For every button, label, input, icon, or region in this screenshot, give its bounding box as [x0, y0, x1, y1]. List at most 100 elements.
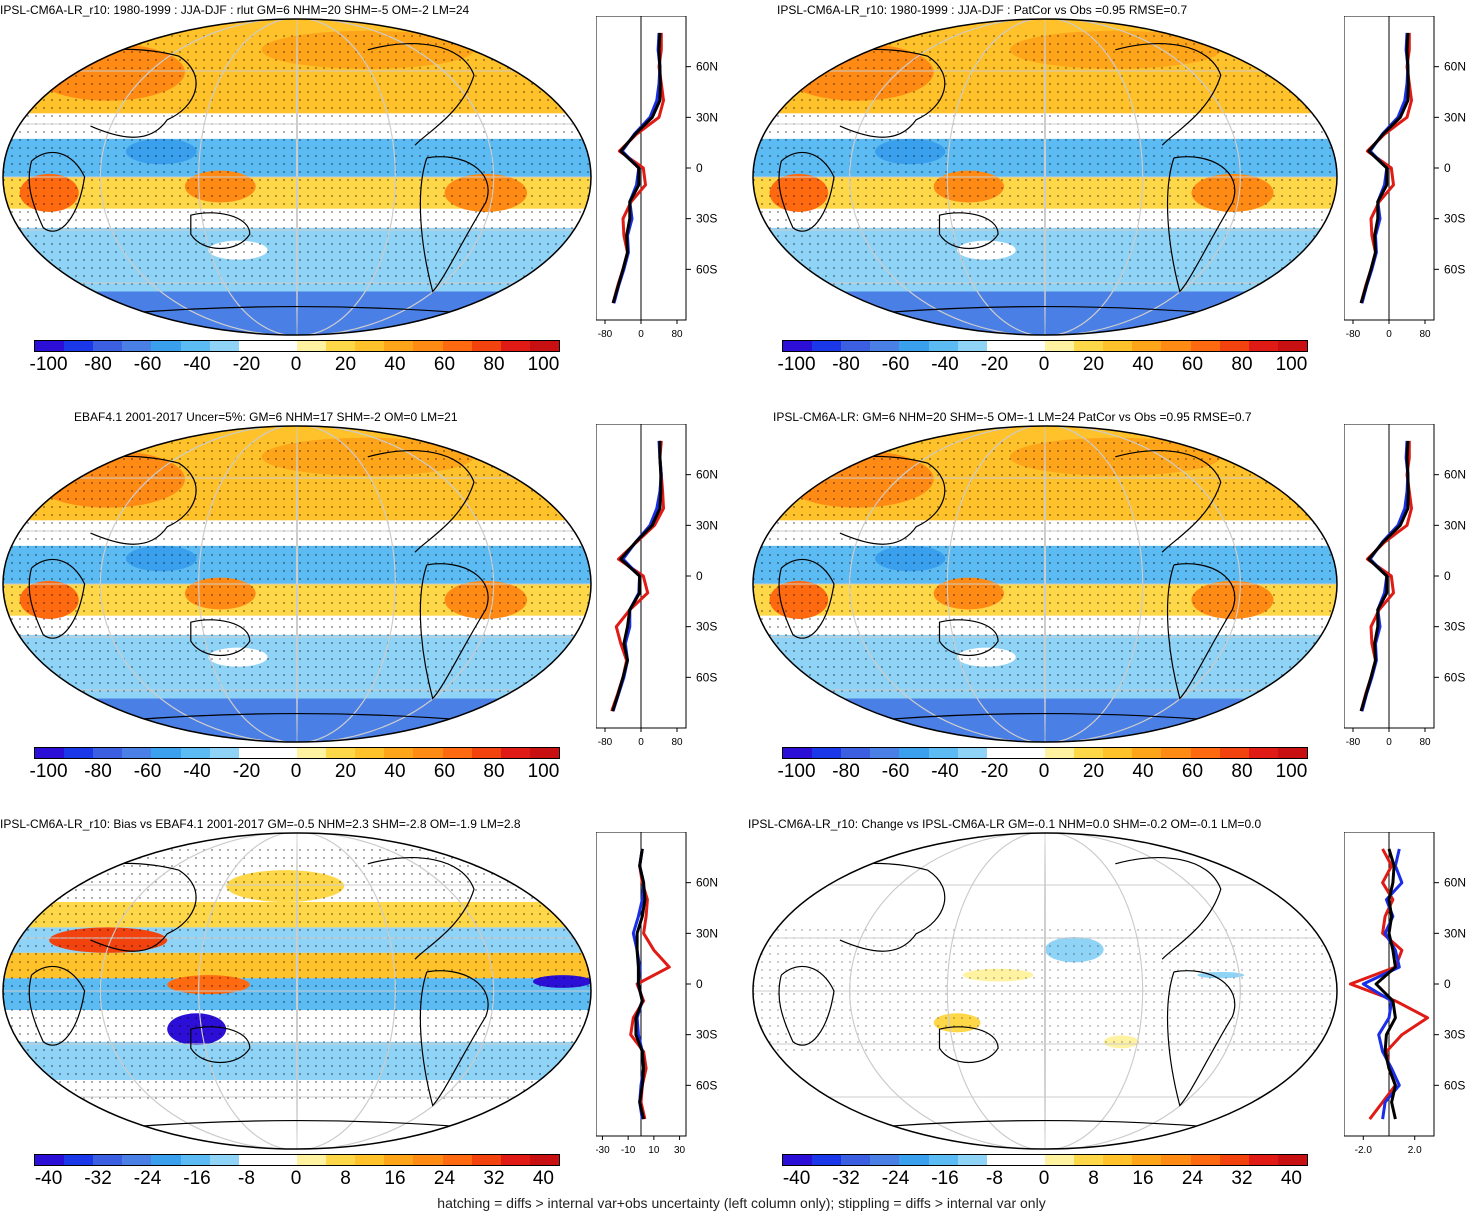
- colorbar-tick-label: -100: [29, 761, 68, 782]
- colorbar-swatch: [899, 1155, 929, 1165]
- x-tick-label: -80: [598, 329, 613, 340]
- x-tick-label: 80: [671, 737, 683, 748]
- colorbar-swatch: [442, 341, 472, 351]
- lat-tick-label: 60N: [1444, 468, 1466, 482]
- profile-series-line: [629, 848, 671, 1120]
- colorbar-swatch: [151, 341, 181, 351]
- colorbar-tick-label: -16: [183, 1168, 211, 1189]
- lat-tick-label: 60N: [1444, 876, 1466, 890]
- colorbar-tick-label: 40: [1280, 1168, 1303, 1189]
- lat-tick-label: 60S: [696, 670, 717, 684]
- colorbar-swatch: [267, 1155, 297, 1165]
- colorbar-swatch: [267, 341, 297, 351]
- colorbar-swatch: [957, 748, 987, 758]
- colorbar-tick-label: -40: [34, 1168, 63, 1189]
- panel-title: IPSL-CM6A-LR_r10: 1980-1999 : JJA-DJF : …: [777, 3, 1188, 17]
- zonal-mean-profile-5: W m⁻²60N30N030S60S-2.02.0: [1344, 832, 1466, 1156]
- colorbar-tick-label: -40: [782, 1168, 811, 1189]
- lat-tick-label: 60N: [696, 468, 718, 482]
- map-panel-0: [2, 18, 592, 336]
- colorbar-swatch: [1190, 748, 1220, 758]
- panel-title: IPSL-CM6A-LR_r10: Bias vs EBAF4.1 2001-2…: [0, 817, 521, 831]
- colorbar-swatch: [899, 748, 929, 758]
- colorbar-tick-label: 0: [1038, 354, 1050, 375]
- colorbar-tick-label: -60: [881, 354, 910, 375]
- profile-series-line: [634, 848, 647, 1120]
- colorbar-tick-label: -40: [931, 354, 959, 375]
- colorbar-swatch: [1161, 1155, 1191, 1165]
- lat-tick-label: 30S: [696, 212, 717, 226]
- colorbar-swatch: [1190, 1155, 1220, 1165]
- x-tick-label: 30: [674, 1145, 686, 1156]
- colorbar-swatch: [1103, 341, 1133, 351]
- lat-tick-label: 0: [696, 161, 703, 175]
- colorbar-swatch: [64, 1155, 94, 1165]
- lat-tick-label: 60S: [1444, 1078, 1465, 1092]
- colorbar-swatch: [1161, 341, 1191, 351]
- colorbar-tick-label: -40: [183, 354, 211, 375]
- colorbar-swatch: [35, 748, 65, 758]
- x-tick-label: -10: [621, 1145, 636, 1156]
- colorbar-swatch: [783, 748, 813, 758]
- lat-tick-label: 30N: [1444, 110, 1466, 124]
- colorbar-swatch: [870, 748, 900, 758]
- colorbar-tick-label: 0: [1038, 1168, 1050, 1189]
- colorbar-tick-label: -100: [777, 761, 816, 782]
- lat-tick-label: 30N: [1444, 926, 1466, 940]
- profile-series-line: [611, 440, 663, 712]
- colorbar-swatch: [1044, 341, 1075, 351]
- colorbar-tick-label: 24: [1181, 1168, 1204, 1189]
- colorbar-swatch: [122, 748, 152, 758]
- panel-title: IPSL-CM6A-LR: GM=6 NHM=20 SHM=-5 OM=-1 L…: [773, 410, 1252, 424]
- colorbar-tick-label: 20: [334, 761, 357, 782]
- colorbar-tick-label: -80: [84, 761, 112, 782]
- colorbar-swatch: [1074, 341, 1104, 351]
- x-tick-label: 80: [671, 329, 683, 340]
- colorbar-tick-label: 40: [1132, 354, 1154, 375]
- x-tick-label: 80: [1419, 329, 1431, 340]
- colorbar-swatch: [529, 341, 559, 351]
- colorbar-swatch: [209, 341, 239, 351]
- colorbar-tick-label: -8: [238, 1168, 255, 1189]
- colorbar-swatch: [957, 1155, 987, 1165]
- lat-tick-label: 60S: [1444, 262, 1465, 276]
- x-tick-label: -30: [596, 1145, 610, 1156]
- panel-title: EBAF4.1 2001-2017 Uncer=5%: GM=6 NHM=17 …: [74, 410, 458, 424]
- colorbar-swatch: [1277, 1155, 1307, 1165]
- colorbar-swatch: [812, 748, 842, 758]
- profile-series-line: [611, 32, 662, 304]
- lat-tick-label: 0: [1444, 977, 1451, 991]
- lat-tick-label: 30S: [1444, 212, 1465, 226]
- colorbar-tick-label: 80: [1231, 761, 1253, 782]
- lat-tick-label: 30S: [1444, 620, 1465, 634]
- colorbar-swatch: [93, 341, 123, 351]
- profile-series-line: [1361, 848, 1404, 1120]
- map-panel-4: [2, 832, 592, 1150]
- colorbar-tick-label: 0: [290, 761, 302, 782]
- colorbar-swatch: [870, 341, 900, 351]
- colorbar-swatch: [209, 748, 239, 758]
- lat-tick-label: 30N: [1444, 518, 1466, 532]
- colorbar-swatch: [986, 1155, 1016, 1165]
- colorbar-swatch: [442, 748, 472, 758]
- colorbar-tick-label: -24: [881, 1168, 910, 1189]
- colorbar-swatch: [180, 1155, 210, 1165]
- colorbar-swatch: [471, 1155, 501, 1165]
- lat-tick-label: 0: [696, 569, 703, 583]
- colorbar-swatch: [870, 1155, 900, 1165]
- colorbar-tick-label: 100: [1275, 761, 1308, 782]
- x-tick-label: 0: [638, 737, 644, 748]
- colorbar-tick-label: 60: [433, 761, 456, 782]
- colorbar-tick-label: -60: [133, 354, 162, 375]
- colorbar-swatch: [1015, 1155, 1045, 1165]
- footer-note: hatching = diffs > internal var+obs unce…: [437, 1195, 1046, 1211]
- colorbar-tick-label: -100: [777, 354, 816, 375]
- colorbar-tick-label: -40: [183, 761, 211, 782]
- colorbar-swatch: [1132, 1155, 1162, 1165]
- colorbar-swatch: [1044, 748, 1075, 758]
- x-tick-label: 2.0: [1408, 1145, 1422, 1156]
- colorbar: [782, 1154, 1308, 1166]
- colorbar-swatch: [500, 748, 530, 758]
